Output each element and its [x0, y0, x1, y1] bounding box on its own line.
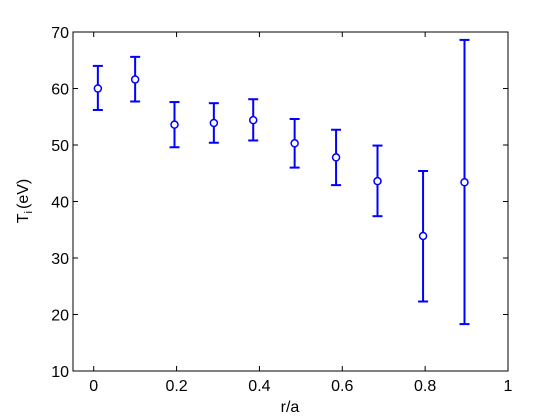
data-layer — [92, 38, 470, 326]
data-point — [290, 139, 299, 148]
y-axis-label-sub: i — [23, 211, 35, 213]
data-point — [418, 231, 428, 241]
y-tick-label: 30 — [51, 251, 69, 268]
y-tick-label: 70 — [51, 25, 69, 42]
x-tick-label: 0.8 — [414, 378, 436, 395]
y-tick-label: 60 — [51, 82, 69, 99]
x-tick-label: 0.4 — [248, 378, 270, 395]
plot-area — [72, 31, 509, 372]
axis-ticks — [73, 31, 509, 372]
data-point — [130, 75, 140, 84]
y-axis-label-unit: (eV) — [15, 179, 32, 209]
x-tick-label: 0 — [89, 378, 98, 395]
y-tick-label: 50 — [51, 138, 69, 155]
x-tick-label: 1 — [504, 378, 513, 395]
x-tick-label: 0.6 — [331, 378, 353, 395]
x-axis-label: r/a — [281, 399, 300, 416]
data-point — [170, 120, 179, 129]
y-tick-label: 10 — [51, 364, 69, 381]
y-axis-label: Ti (eV) — [15, 179, 35, 223]
data-point — [248, 115, 258, 125]
data-point — [331, 153, 341, 162]
data-point — [209, 118, 219, 128]
data-point — [460, 178, 469, 187]
tick-labels: 0 0.2 0.4 0.6 0.8 1 10 20 30 40 50 60 70 — [51, 25, 512, 395]
data-point — [93, 84, 103, 93]
y-tick-label: 40 — [51, 195, 69, 212]
y-axis-label-main: T — [15, 213, 32, 223]
y-tick-label: 20 — [51, 308, 69, 325]
x-tick-label: 0.2 — [165, 378, 187, 395]
data-point — [373, 176, 382, 186]
